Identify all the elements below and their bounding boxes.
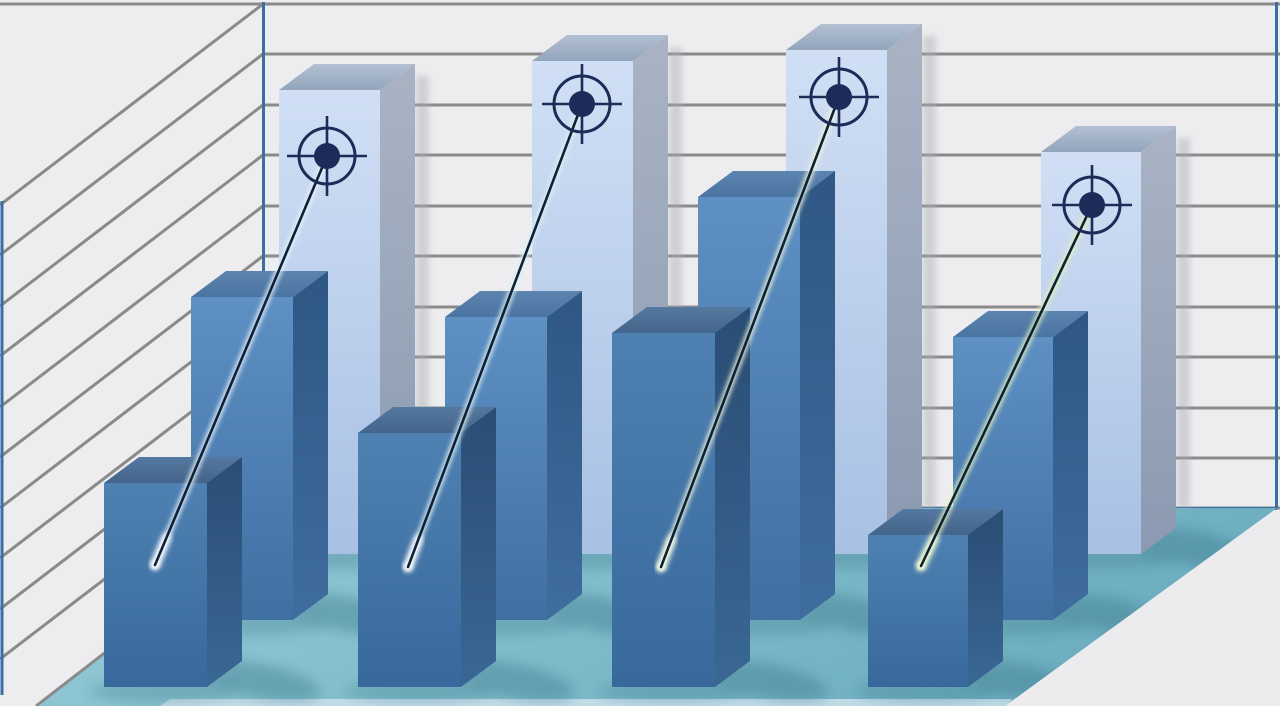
bar-front-face [104,483,207,687]
bar-top-face [868,509,1003,535]
laser-line [916,201,1096,571]
back-bar-wall-shadow [416,76,429,508]
bar-front-4 [868,509,1003,687]
laser-line [150,152,331,570]
bar-middle-4 [953,311,1088,620]
side-wall-grid-line [0,103,264,308]
bar-front-1 [104,457,242,687]
bar-side-face [715,307,750,687]
bar-side-face [887,24,922,554]
bar-side-face [1053,311,1088,620]
laser-line [656,93,843,572]
side-wall-grid-line [0,153,264,358]
laser-core [659,95,841,569]
bar-top-face [532,35,668,61]
target-crosshair-icon [542,64,622,144]
target-crosshair-icon [799,57,879,137]
bar-top-face [1041,126,1176,152]
bar-side-face [968,509,1003,687]
bar-top-face [104,457,242,483]
bar-top-face [191,271,328,297]
bar-side-face [800,171,835,620]
bar-side-face [1141,126,1176,554]
laser-core [919,203,1094,568]
laser-core [406,102,584,569]
side-wall-grid-line [0,204,264,409]
laser-line [403,100,586,572]
target-crosshair-icon [287,116,367,196]
bar-side-face [207,457,242,687]
laser-core [153,154,329,567]
bar-top-face [445,291,582,317]
bar-front-3 [612,307,750,687]
bar-top-face [786,24,922,50]
bar-top-face [279,64,415,90]
bar-top-face [953,311,1088,337]
bar-front-face [868,535,968,687]
side-wall-grid-line [0,2,264,207]
back-bar-wall-shadow [1177,138,1190,508]
bar-front-face [612,333,715,687]
bar-front-2 [358,407,496,687]
bar-side-face [461,407,496,687]
side-wall-grid-line [0,52,264,257]
bar-side-face [293,271,328,620]
back-bar-wall-shadow [923,36,936,508]
target-crosshair-icon [1052,165,1132,245]
bar-top-face [612,307,750,333]
bar-side-face [547,291,582,620]
